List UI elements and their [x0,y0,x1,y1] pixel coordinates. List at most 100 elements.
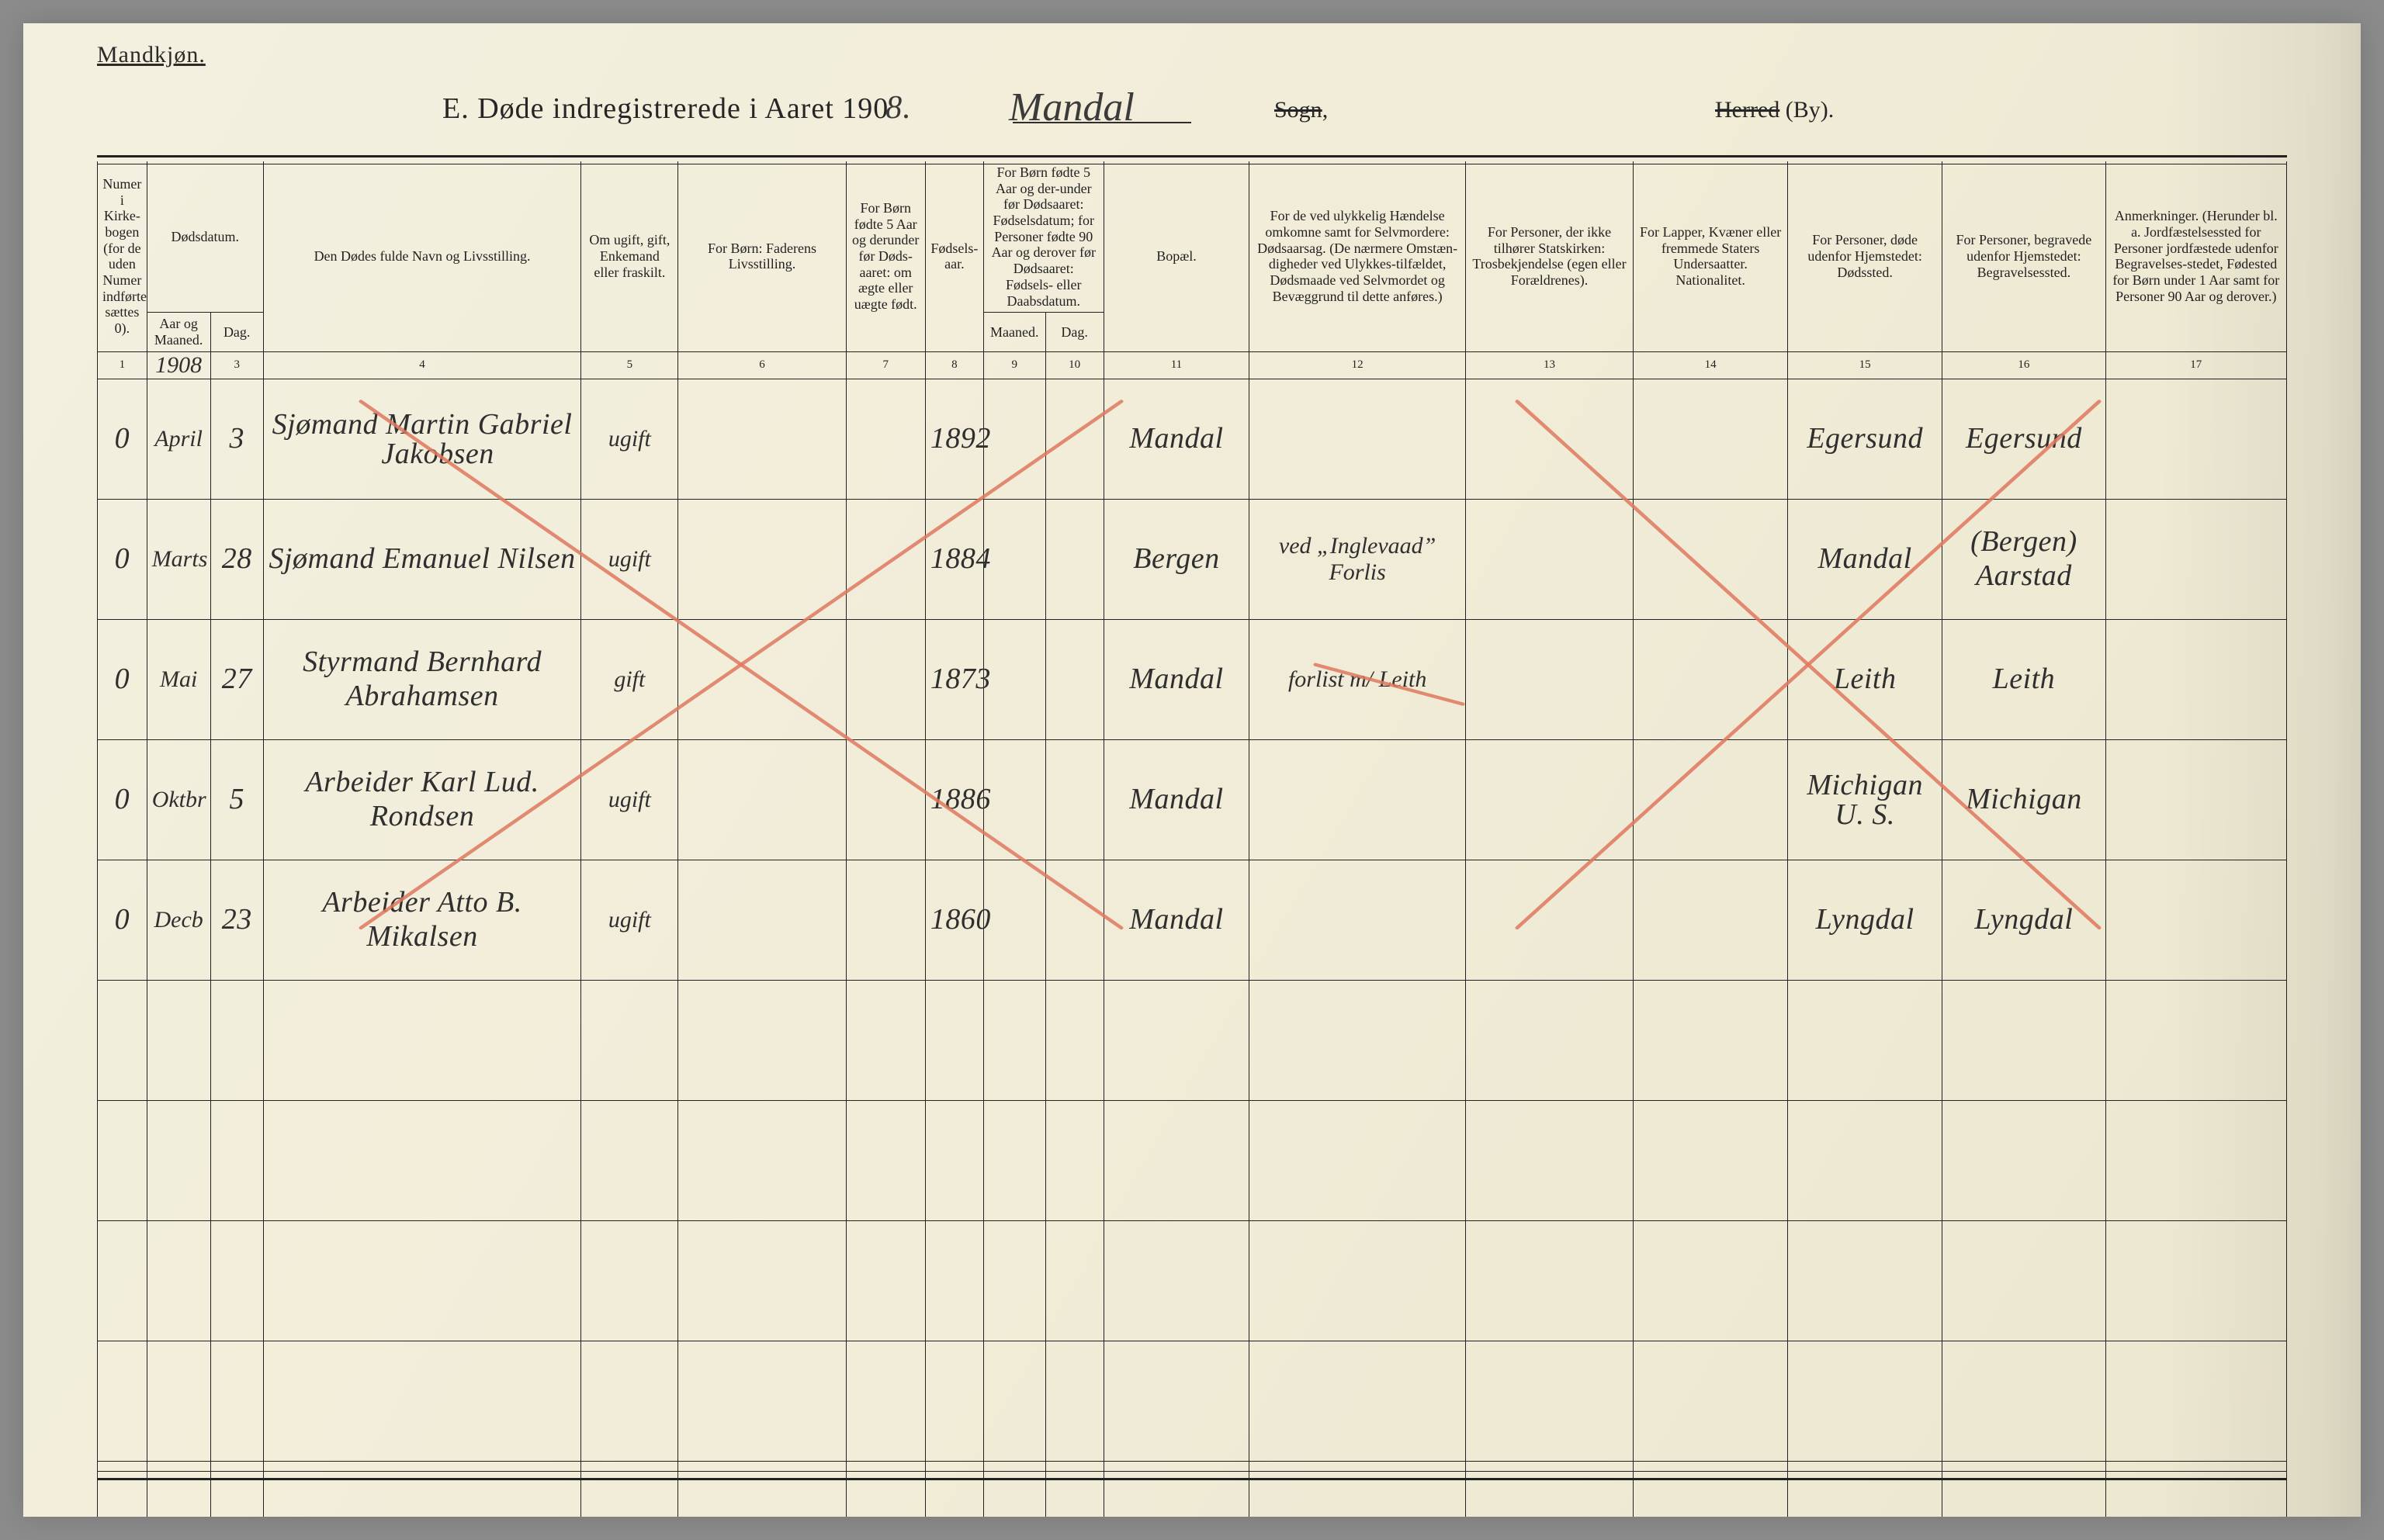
title-prefix: E. Døde indregistrerede i Aaret 190 [442,92,889,125]
cell-birthyear: 1892 [925,379,983,500]
col-header-12: For de ved ulykkelig Hændelse omkomne sa… [1249,161,1466,351]
cell-empty [2105,981,2286,1101]
colnum: 1908 [147,351,210,379]
cell-empty [678,1341,846,1462]
cell-birthyear: 1860 [925,860,983,981]
col-header-5: Om ugift, gift, Enkemand eller fraskilt. [581,161,678,351]
cell-civil: ugift [581,860,678,981]
cell-17 [2105,620,2286,740]
cell-father [678,500,846,620]
colnum: 5 [581,351,678,379]
cell-burialplace: (Bergen) Aarstad [1942,500,2105,620]
herred-label: Herred (By). [1715,97,1834,123]
cell-num: 0 [98,860,147,981]
colnum: 9 [983,351,1045,379]
cell-empty [1104,1101,1249,1221]
cell-name: Arbeider Karl Lud. Rondsen [263,740,580,860]
cell-13 [1465,500,1633,620]
cell-7 [846,740,925,860]
col-header-17: Anmerkninger. (Herunder bl. a. Jordfæste… [2105,161,2286,351]
cell-empty [1104,981,1249,1101]
cell-empty [846,981,925,1101]
col-header-2: Dødsdatum. [147,161,263,313]
cell-7 [846,500,925,620]
cell-10 [1045,379,1104,500]
col-header-2a: Aar og Maaned. [147,313,210,351]
cell-empty [678,1221,846,1341]
col-header-11: Bopæl. [1104,161,1249,351]
title-row: E. Døde indregistrerede i Aaret 1908. Ma… [23,89,2361,144]
sogn-label: Sogn, [1274,97,1328,123]
col-header-6: For Børn: Faderens Livsstilling. [678,161,846,351]
cell-empty [210,1462,263,1517]
cell-empty [581,1221,678,1341]
cell-empty [925,1462,983,1517]
cell-empty [1045,1462,1104,1517]
cell-num: 0 [98,379,147,500]
colnum: 13 [1465,351,1633,379]
cell-empty [1634,1341,1788,1462]
cell-day: 23 [210,860,263,981]
cell-empty [581,1341,678,1462]
cell-num: 0 [98,740,147,860]
col-header-13: For Personer, der ikke tilhører Statskir… [1465,161,1633,351]
cell-empty [2105,1221,2286,1341]
cell-deathplace: Mandal [1788,500,1942,620]
cell-burialplace: Lyngdal [1942,860,2105,981]
cell-empty [925,1221,983,1341]
cell-9 [983,379,1045,500]
cell-name: Styrmand Bernhard Abrahamsen [263,620,580,740]
cell-empty [1249,1101,1466,1221]
cell-month: Oktbr [147,740,210,860]
cell-father [678,379,846,500]
cell-empty [581,1101,678,1221]
colnum: 3 [210,351,263,379]
cell-empty [147,1221,210,1341]
cell-empty [1788,1101,1942,1221]
sogn-strike: Sogn [1274,97,1322,123]
colnum: 11 [1104,351,1249,379]
cell-empty [1942,1462,2105,1517]
cell-13 [1465,860,1633,981]
cell-empty [263,1101,580,1221]
cell-bopael: Bergen [1104,500,1249,620]
cell-name: Arbeider Atto B. Mikalsen [263,860,580,981]
cell-9 [983,860,1045,981]
cell-empty [678,1462,846,1517]
cell-9 [983,740,1045,860]
cell-father [678,740,846,860]
cell-cause [1249,379,1466,500]
cell-13 [1465,620,1633,740]
col-header-2b: Dag. [210,313,263,351]
cell-name: Sjømand Emanuel Nilsen [263,500,580,620]
cell-empty [1788,1341,1942,1462]
column-numbers-row: 1 1908 3 4 5 6 7 8 9 10 11 12 13 14 [98,351,2287,379]
col-header-8: Fødsels- aar. [925,161,983,351]
cell-empty [210,1341,263,1462]
cell-14 [1634,860,1788,981]
cell-7 [846,860,925,981]
cell-empty [147,1101,210,1221]
header-row-1: Numer i Kirke-bogen (for de uden Numer i… [98,161,2287,313]
colnum: 16 [1942,351,2105,379]
table-row [98,981,2287,1101]
cell-empty [98,1341,147,1462]
cell-empty [1465,1221,1633,1341]
cell-14 [1634,379,1788,500]
cell-empty [983,1101,1045,1221]
cell-empty [1942,1341,2105,1462]
cell-empty [678,981,846,1101]
cell-empty [147,1462,210,1517]
cell-civil: ugift [581,740,678,860]
cell-bopael: Mandal [1104,379,1249,500]
page-outer: Mandkjøn. E. Døde indregistrerede i Aare… [0,0,2384,1540]
cell-cause: ved „Inglevaad” Forlis [1249,500,1466,620]
table-row [98,1341,2287,1462]
cell-empty [846,1221,925,1341]
col-header-9b: Dag. [1045,313,1104,351]
col-header-14: For Lapper, Kvæner eller fremmede Stater… [1634,161,1788,351]
cell-empty [1942,1221,2105,1341]
cell-17 [2105,379,2286,500]
cell-10 [1045,740,1104,860]
cell-empty [1634,1101,1788,1221]
